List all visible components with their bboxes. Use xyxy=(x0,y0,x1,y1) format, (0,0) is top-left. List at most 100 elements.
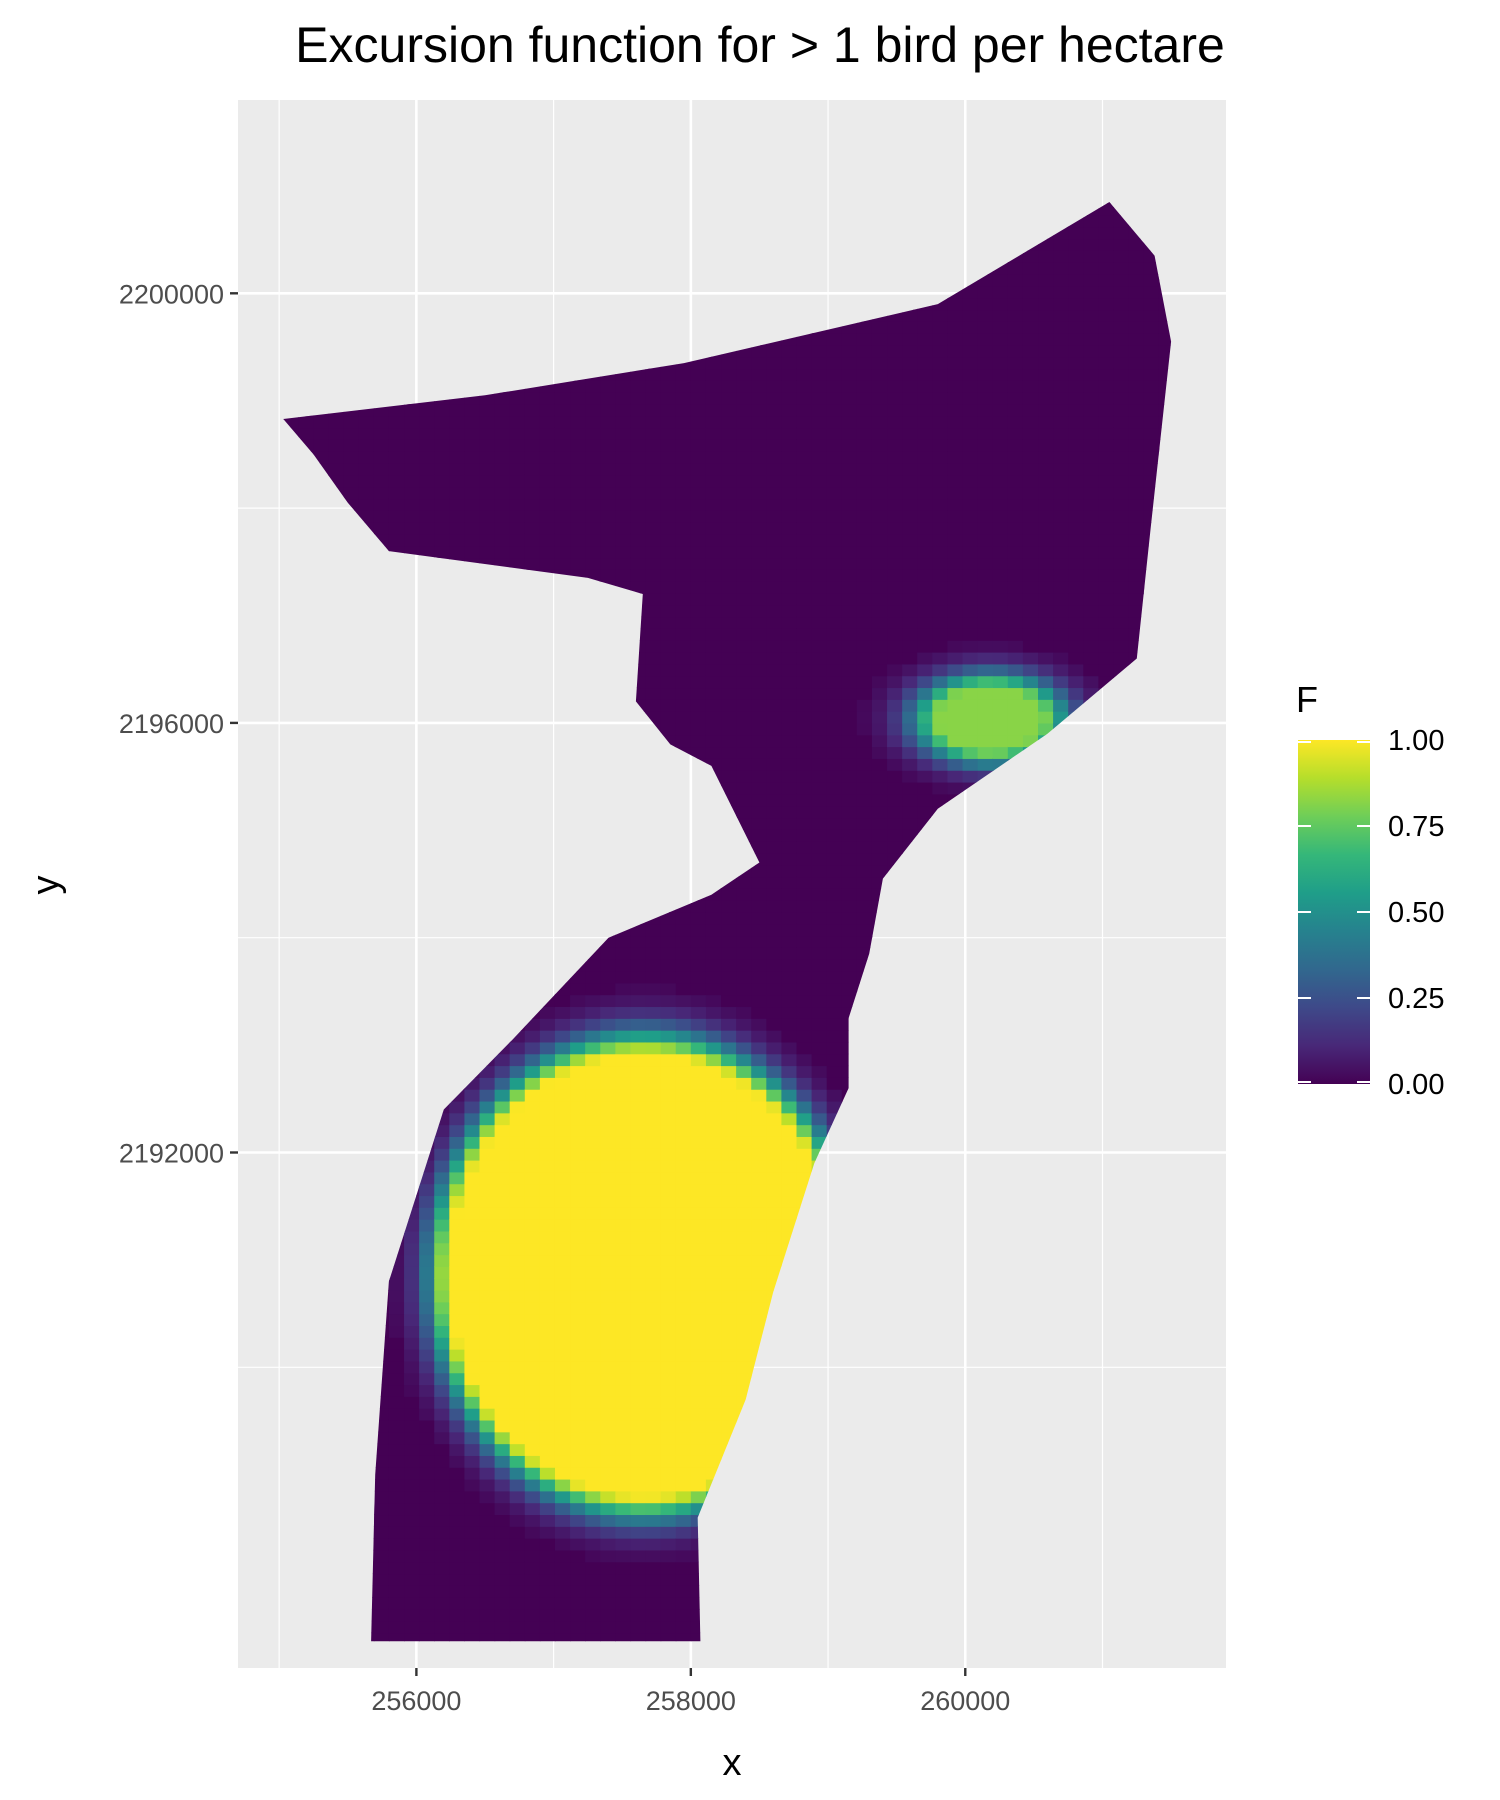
raster-cell xyxy=(721,652,737,665)
raster-cell xyxy=(675,1360,692,1374)
raster-cell xyxy=(419,1325,435,1338)
raster-cell xyxy=(539,1136,556,1149)
raster-cell xyxy=(841,581,858,594)
raster-cell xyxy=(736,533,752,547)
raster-cell xyxy=(690,1372,707,1386)
raster-cell xyxy=(539,1195,556,1208)
raster-cell xyxy=(675,1573,692,1586)
raster-cell xyxy=(841,368,858,381)
raster-cell xyxy=(675,510,692,523)
raster-cell xyxy=(766,876,782,889)
raster-cell xyxy=(751,711,767,724)
raster-cell xyxy=(539,1514,556,1527)
raster-cell xyxy=(811,758,828,771)
raster-cell xyxy=(600,1372,616,1386)
raster-cell xyxy=(570,451,586,464)
raster-cell xyxy=(585,1112,601,1126)
raster-cell xyxy=(509,1100,526,1114)
raster-cell xyxy=(570,1242,586,1256)
raster-cell xyxy=(388,427,405,440)
raster-cell xyxy=(449,1230,466,1244)
raster-cell xyxy=(434,415,450,429)
raster-cell xyxy=(509,451,526,464)
raster-cell xyxy=(479,1195,496,1208)
raster-cell xyxy=(766,970,782,984)
raster-cell xyxy=(736,1195,752,1208)
raster-cell xyxy=(615,498,632,511)
raster-cell xyxy=(539,1313,556,1326)
raster-cell xyxy=(539,1573,556,1586)
raster-cell xyxy=(736,486,752,500)
raster-cell xyxy=(449,1325,466,1338)
raster-cell xyxy=(781,628,798,641)
raster-cell xyxy=(811,380,828,393)
raster-cell xyxy=(600,1278,616,1291)
raster-cell xyxy=(690,1148,707,1161)
raster-cell xyxy=(660,1148,677,1161)
raster-cell xyxy=(404,1219,420,1232)
raster-cell xyxy=(751,1183,767,1197)
raster-cell xyxy=(479,1538,496,1551)
raster-cell xyxy=(373,510,390,523)
raster-cell xyxy=(434,1207,450,1220)
raster-cell xyxy=(736,616,752,629)
raster-cell xyxy=(781,344,798,358)
raster-cell xyxy=(856,746,873,759)
raster-cell xyxy=(796,592,813,606)
raster-cell xyxy=(494,1266,511,1279)
raster-cell xyxy=(554,557,571,570)
raster-cell xyxy=(690,1207,707,1220)
raster-cell xyxy=(856,380,873,393)
raster-cell xyxy=(419,1514,435,1527)
raster-cell xyxy=(705,1254,722,1267)
raster-cell xyxy=(856,368,873,381)
raster-cell xyxy=(464,1325,481,1338)
raster-cell xyxy=(479,1467,496,1480)
raster-cell xyxy=(645,1408,662,1421)
raster-cell xyxy=(826,510,843,523)
raster-cell xyxy=(509,1349,526,1362)
raster-cell xyxy=(494,510,511,523)
raster-cell xyxy=(856,474,873,488)
raster-cell xyxy=(524,1431,541,1445)
raster-cell xyxy=(539,427,556,440)
raster-cell xyxy=(570,994,586,1008)
raster-cell xyxy=(570,1597,586,1610)
raster-cell xyxy=(766,829,782,842)
raster-cell xyxy=(705,380,722,393)
raster-cell xyxy=(388,1561,405,1575)
raster-cell xyxy=(796,415,813,429)
raster-cell xyxy=(826,474,843,488)
raster-cell xyxy=(856,333,873,346)
raster-cell xyxy=(570,1561,586,1575)
raster-cell xyxy=(736,1301,752,1315)
raster-cell xyxy=(419,533,435,547)
raster-cell xyxy=(449,1396,466,1409)
raster-cell xyxy=(630,1195,647,1208)
raster-cell xyxy=(615,1195,632,1208)
raster-cell xyxy=(630,1207,647,1220)
raster-cell xyxy=(479,1573,496,1586)
raster-cell xyxy=(841,652,858,665)
raster-cell xyxy=(705,982,722,996)
raster-cell xyxy=(554,1030,571,1043)
raster-cell xyxy=(645,1313,662,1326)
raster-cell xyxy=(690,486,707,500)
raster-cell xyxy=(630,1538,647,1551)
raster-cell xyxy=(811,746,828,759)
raster-cell xyxy=(600,970,616,984)
raster-cell xyxy=(811,604,828,618)
raster-cell xyxy=(826,439,843,452)
raster-cell xyxy=(434,1124,450,1137)
raster-cell xyxy=(690,994,707,1008)
raster-cell xyxy=(645,1632,662,1642)
raster-cell xyxy=(419,1313,435,1326)
raster-cell xyxy=(524,1384,541,1397)
raster-cell xyxy=(479,1278,496,1291)
raster-cell xyxy=(449,1573,466,1586)
raster-cell xyxy=(675,1160,692,1173)
raster-cell xyxy=(660,982,677,996)
raster-cell xyxy=(660,1018,677,1031)
raster-cell xyxy=(690,1195,707,1208)
raster-cell xyxy=(615,1160,632,1173)
